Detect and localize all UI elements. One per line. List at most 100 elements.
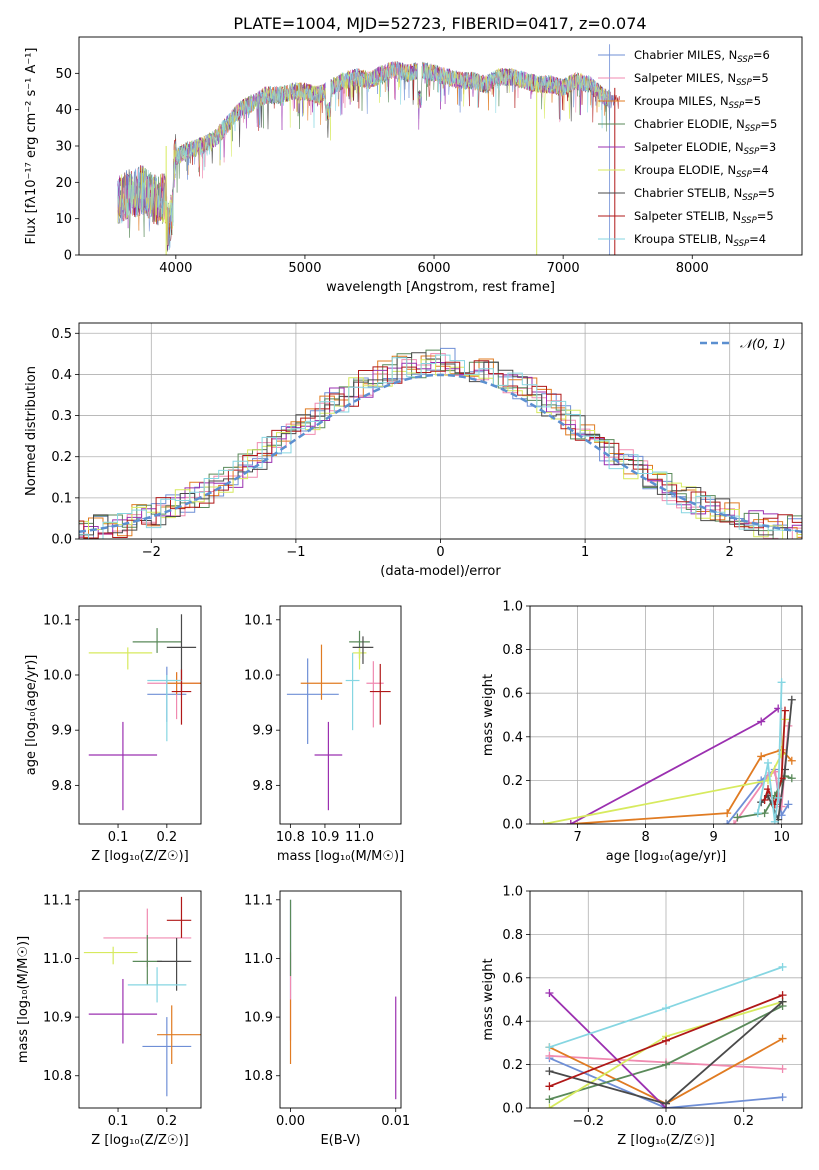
y-tick-label: 11.0 (244, 952, 273, 967)
x-tick-label: −1 (286, 545, 305, 560)
x-tick-label: 10.8 (276, 830, 305, 845)
mass-vs-metallicity-axes: 0.1 0.2 10.8 10.9 11.0 11.1 Z [log₁₀(Z/Z☉)] mas… (16, 890, 202, 1148)
weight-marker (787, 695, 796, 704)
y-tick-label: 10.1 (43, 613, 72, 628)
axes-frame (529, 890, 803, 1109)
weight-marker (545, 1082, 554, 1091)
y-tick-label: 10.0 (244, 668, 273, 683)
y-tick-label: 10.1 (244, 613, 273, 628)
legend-entry: Salpeter MILES, NSSP=5 (634, 71, 769, 88)
histogram-series-4 (79, 362, 802, 538)
legend-name: Chabrier MILES, N (634, 48, 737, 62)
x-tick-label: 8000 (676, 261, 709, 276)
y-tick-label: 0.6 (502, 687, 523, 702)
y-tick-label: 9.9 (51, 724, 72, 739)
weight-series-4 (548, 992, 667, 1108)
y-tick-label: 50 (55, 67, 72, 82)
y-tick-label: 10.0 (43, 668, 72, 683)
weight-marker (777, 678, 786, 687)
histogram-group (79, 347, 802, 539)
weight-marker (777, 802, 786, 811)
legend-subscript: SSP (744, 147, 760, 157)
legend-name: Salpeter STELIB, N (634, 209, 741, 223)
y-tick-label: 11.0 (43, 952, 72, 967)
figure-title: PLATE=1004, MJD=52723, FIBERID=0417, z=0… (233, 14, 646, 33)
residual-legend: 𝒩(0, 1) (700, 336, 786, 351)
x-axis-label: Z [log₁₀(Z/Z☉)] (617, 1133, 714, 1148)
axes-frame (78, 322, 803, 540)
y-tick-label: 11.1 (43, 893, 72, 908)
weight-marker (770, 817, 779, 824)
x-axis-label: age [log₁₀(age/yr)] (606, 849, 727, 864)
errorbar-group (286, 630, 391, 811)
histogram-series-3 (79, 349, 802, 539)
legend-count: =6 (753, 48, 770, 62)
weight-marker (778, 962, 787, 971)
x-tick-label: 10.9 (310, 830, 339, 845)
spectrum-legend: Chabrier MILES, N SSP =6 Salpeter MILES, NS… (598, 48, 777, 249)
legend-count: =3 (759, 140, 776, 154)
x-axis-label: wavelength [Angstrom, rest frame] (326, 280, 555, 295)
weight-marker (539, 820, 548, 824)
y-tick-label: 10.9 (244, 1011, 273, 1026)
y-tick-label: 40 (55, 103, 72, 118)
mass-weight-vs-metallicity-axes: −0.2 0.0 0.2 0.0 0.2 0.4 0.6 0.8 1.0 Z [log₁₀(Z/Z… (481, 885, 803, 1148)
y-tick-label: 0.3 (51, 409, 72, 424)
weight-marker (778, 1034, 787, 1043)
legend-count: =5 (758, 186, 775, 200)
y-tick-label: 0.5 (51, 327, 72, 342)
weight-lines (539, 678, 796, 824)
tick-group: 7 8 9 10 0.0 0.2 0.4 0.6 0.8 1.0 (502, 600, 790, 846)
tick-group: 10.8 10.9 11.0 9.8 9.9 10.0 10.1 (244, 613, 374, 845)
legend-count: =5 (760, 117, 777, 131)
x-tick-label: 5000 (288, 261, 321, 276)
axes-frame (78, 890, 202, 1109)
legend-entry: 𝒩(0, 1) (740, 336, 786, 351)
y-tick-label: 0.1 (51, 491, 72, 506)
weight-marker (760, 809, 769, 818)
legend-subscript: SSP (729, 101, 745, 111)
legend-entry: Chabrier STELIB, NSSP=5 (634, 186, 775, 203)
tick-group: −0.2 0.0 0.2 0.0 0.2 0.4 0.6 0.8 1.0 (502, 885, 754, 1130)
y-tick-label: 0.6 (502, 971, 523, 986)
spectrum-lines (117, 44, 620, 255)
weight-series-5 (543, 719, 786, 824)
spectrum-axes: 4000 5000 6000 7000 8000 0 10 20 30 40 50 wavelengt… (24, 36, 803, 295)
weight-marker (662, 1060, 670, 1069)
y-tick-label: 0.8 (502, 928, 523, 943)
x-tick-label: 10 (773, 830, 790, 845)
x-tick-label: 6000 (417, 261, 450, 276)
y-axis-label: mass weight (481, 958, 496, 1040)
legend-subscript: SSP (736, 170, 752, 180)
weight-marker (723, 820, 732, 824)
x-tick-label: 1 (581, 545, 589, 560)
histogram-series-8 (79, 354, 802, 539)
y-tick-label: 0.8 (502, 643, 523, 658)
tick-group: 0.1 0.2 10.8 10.9 11.0 11.1 (43, 893, 177, 1129)
weight-marker (733, 813, 742, 822)
x-tick-label: 0.2 (156, 830, 177, 845)
y-tick-label: 0.2 (51, 450, 72, 465)
x-axis-label: E(B-V) (320, 1133, 360, 1148)
y-axis-label: age [log₁₀(age/yr)] (24, 655, 39, 776)
y-axis-label: Flux [fλ10⁻¹⁷ erg cm⁻² s⁻¹ A⁻¹] (24, 48, 39, 245)
weight-marker (764, 758, 772, 767)
y-axis-label: Normed distribution (24, 366, 39, 496)
legend-entry: Chabrier ELODIE, NSSP=5 (634, 117, 777, 134)
legend-name: Chabrier ELODIE, N (634, 117, 745, 131)
legend-count: =4 (752, 163, 769, 177)
weight-marker (787, 774, 796, 783)
weight-marker (545, 1067, 554, 1076)
mass-vs-extinction-axes: 0.00 0.01 10.8 10.9 11.0 11.1 E(B-V) (244, 890, 410, 1148)
weight-marker (662, 1099, 670, 1108)
x-tick-label: 0.0 (656, 1114, 677, 1129)
weight-lines (545, 962, 787, 1108)
legend-entry: Salpeter ELODIE, NSSP=3 (634, 140, 776, 157)
x-axis-label: (data-model)/error (380, 564, 501, 579)
weight-marker (787, 756, 796, 765)
grid-lines (530, 890, 802, 1109)
mass-weight-vs-age-axes: 7 8 9 10 0.0 0.2 0.4 0.6 0.8 1.0 age [log₁₀(age/yr… (481, 600, 803, 864)
weight-marker (753, 809, 762, 818)
y-tick-label: 0 (64, 249, 72, 264)
x-tick-label: 0.2 (156, 1114, 177, 1129)
